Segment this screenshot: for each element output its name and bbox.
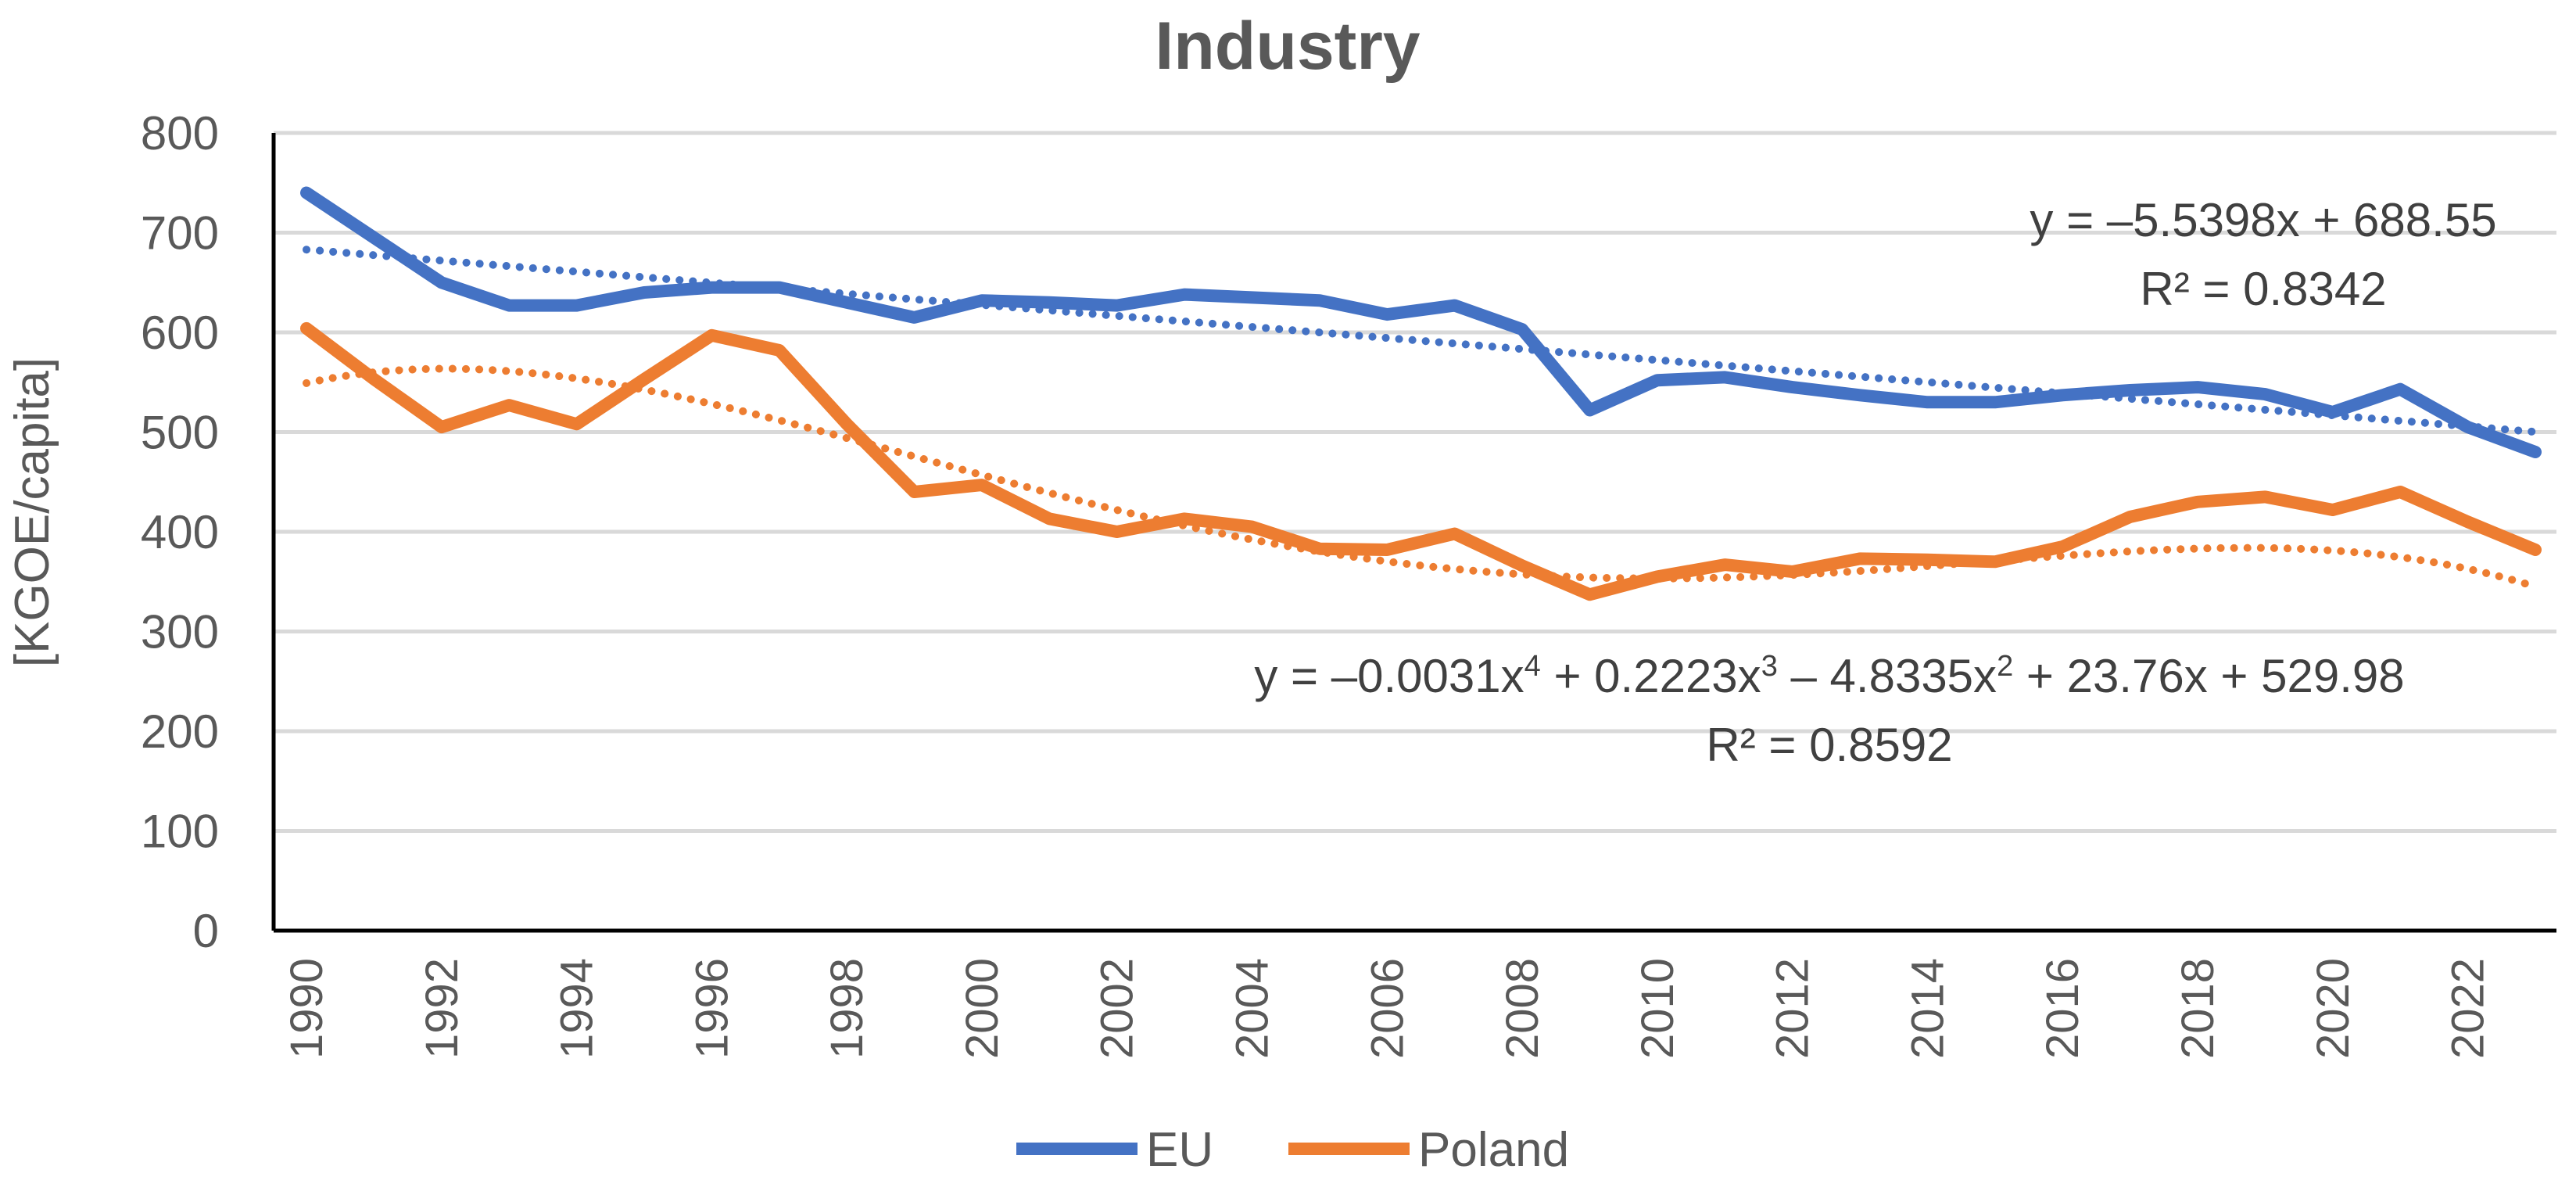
x-tick-label: 2008 (1497, 958, 1548, 1059)
legend-item-poland[interactable]: Poland (1288, 1123, 1569, 1177)
data-series (300, 186, 2542, 601)
chart-title: Industry (1155, 9, 1420, 84)
eu-trend-r2: R² = 0.8342 (2140, 263, 2386, 315)
x-tick-label: 1992 (417, 958, 468, 1059)
y-tick-label: 100 (141, 805, 219, 858)
poland-trend-r2: R² = 0.8592 (1706, 719, 1952, 771)
y-axis-label: [KGOE/capita] (5, 357, 59, 667)
y-tick-label: 300 (141, 606, 219, 658)
x-tick-label: 1996 (686, 958, 737, 1059)
x-tick-label: 2002 (1092, 958, 1143, 1059)
x-tick-label: 1998 (822, 958, 872, 1059)
x-tick-label: 2000 (957, 958, 1008, 1059)
x-tick-label: 2014 (1902, 958, 1953, 1059)
x-tick-label: 1994 (552, 958, 603, 1059)
y-tick-label: 400 (141, 506, 219, 558)
trendline-eu (303, 246, 2539, 436)
x-tick-label: 1990 (281, 958, 332, 1059)
poland-trend-equation: y = –0.0031x4 + 0.2223x3 – 4.8335x2 + 23… (1254, 650, 2404, 702)
series-line-poland (300, 321, 2542, 601)
y-tick-label: 0 (193, 905, 219, 957)
legend-label-eu: EU (1146, 1123, 1213, 1177)
y-tick-label: 800 (141, 107, 219, 160)
x-tick-label: 2022 (2443, 958, 2494, 1059)
y-tick-label: 600 (141, 307, 219, 359)
legend: EU Poland (1016, 1123, 1569, 1177)
poland-trend-annotation: y = –0.0031x4 + 0.2223x3 – 4.8335x2 + 23… (1254, 650, 2404, 771)
x-tick-label: 2006 (1362, 958, 1413, 1059)
trendlines (303, 246, 2539, 591)
x-tick-label: 2020 (2308, 958, 2359, 1059)
x-axis-ticks: 1990 1992 1994 1996 1998 2000 2002 2004 2006 2008… (281, 958, 2494, 1059)
legend-item-eu[interactable]: EU (1016, 1123, 1213, 1177)
x-tick-label: 2010 (1632, 958, 1683, 1059)
x-tick-label: 2018 (2173, 958, 2223, 1059)
y-axis-ticks: 0 100 200 300 400 500 600 700 800 (141, 107, 219, 957)
eu-trend-equation: y = –5.5398x + 688.55 (2030, 194, 2496, 246)
x-tick-label: 2004 (1227, 958, 1278, 1059)
series-line-eu (300, 186, 2542, 458)
y-tick-label: 500 (141, 407, 219, 459)
x-tick-label: 2016 (2037, 958, 2088, 1059)
eu-trend-annotation: y = –5.5398x + 688.55 R² = 0.8342 (2030, 194, 2496, 315)
y-tick-label: 200 (141, 705, 219, 758)
gridlines (274, 131, 2556, 833)
x-tick-label: 2012 (1768, 958, 1818, 1059)
y-tick-label: 700 (141, 207, 219, 260)
legend-label-poland: Poland (1418, 1123, 1569, 1177)
trendline-poland (303, 364, 2539, 591)
